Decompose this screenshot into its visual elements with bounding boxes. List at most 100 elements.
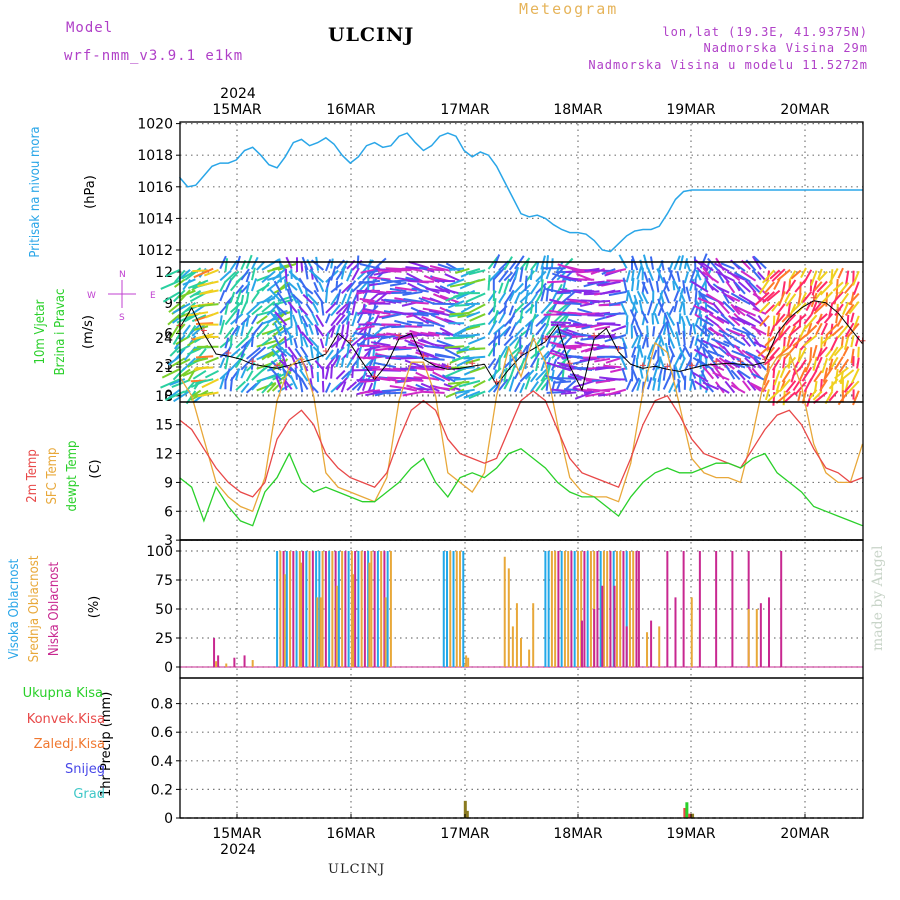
- wind-barb-630: [417, 333, 435, 337]
- wind-barb-545: [381, 323, 402, 326]
- wind-barb-1105: [631, 269, 635, 282]
- wind-barb-182: [250, 278, 258, 292]
- wind-barb-1237: [689, 268, 697, 284]
- wind-barb-389: [335, 314, 346, 326]
- wind-barb-1567: [818, 346, 828, 357]
- wind-barb-343: [308, 336, 319, 349]
- wind-barb-365: [324, 313, 331, 324]
- wind-barb-854: [529, 280, 541, 295]
- wind-barb-375: [330, 293, 340, 306]
- wind-barb-1375: [733, 337, 746, 347]
- wind-barb-237: [271, 358, 285, 372]
- wind-barb-569: [394, 319, 412, 326]
- precip-type-frz: Zaledj.Kisa: [33, 737, 105, 752]
- wind-gust-marker-8: [274, 362, 281, 369]
- wind-barb-1543: [812, 344, 818, 359]
- wind-barb-1087: [608, 346, 626, 350]
- wind-barb-1111: [631, 334, 640, 349]
- wind-barb-703: [444, 345, 465, 349]
- wind-barb-850: [524, 369, 535, 380]
- wind-barb-67: [195, 348, 207, 362]
- wind-barb-942: [544, 335, 566, 338]
- wind-barb-1170: [657, 322, 667, 338]
- wind-barb-680: [434, 353, 456, 360]
- wind-barb-1142: [641, 281, 649, 295]
- wind-barb-198: [255, 323, 270, 338]
- wind-barb-1147: [645, 337, 649, 348]
- wind-barb-1312: [706, 304, 720, 314]
- wind-barb-290: [287, 281, 298, 291]
- wind-barb-947: [546, 391, 566, 394]
- wind-barb-119: [219, 375, 226, 390]
- wind-barb-1544: [812, 356, 818, 371]
- wind-barb-1286: [690, 280, 709, 293]
- wind-barb-263: [275, 375, 283, 390]
- wind-barb-236: [271, 346, 284, 358]
- wind-barb-143: [229, 377, 234, 392]
- wind-barb-351: [313, 289, 325, 305]
- wind-barb-1185: [659, 357, 665, 368]
- wind-barb-846: [524, 321, 532, 338]
- wind-barb-180: [251, 256, 259, 270]
- wind-barb-191: [251, 379, 262, 391]
- wind-barb-1524: [802, 269, 813, 284]
- wind-barb-1642: [846, 380, 860, 395]
- wind-barb-1287: [697, 290, 709, 303]
- wind-barb-1285: [696, 266, 709, 281]
- wind-barb-1637: [846, 322, 860, 338]
- wind-barb-1616: [838, 358, 850, 374]
- wind-barb-1184: [659, 344, 665, 357]
- wind-barb-692: [444, 348, 461, 359]
- wind-barb-765: [487, 357, 497, 369]
- wind-barb-1446: [764, 335, 776, 347]
- wind-barb-1121: [629, 309, 639, 325]
- wind-barb-1208: [668, 345, 676, 358]
- wind-gust-marker-22: [444, 363, 451, 370]
- wind-barb-697: [446, 278, 465, 287]
- wind-barb-969: [556, 361, 577, 369]
- wind-barb-410: [346, 280, 357, 293]
- wind-barb-757: [487, 268, 502, 283]
- wind-barb-76: [185, 311, 209, 317]
- wind-barb-867: [535, 291, 543, 304]
- wind-barb-208: [261, 300, 276, 313]
- wind-barb-1339: [711, 337, 730, 348]
- wind-barb-563: [386, 391, 407, 395]
- wind-barb-1047: [592, 300, 611, 303]
- wind-barb-740: [465, 358, 481, 365]
- wind-barb-1308: [707, 257, 720, 272]
- wind-barb-1528: [803, 314, 813, 325]
- wind-barb-1500: [790, 269, 802, 280]
- wind-barb-696: [449, 267, 465, 271]
- wind-barb-554: [389, 287, 407, 293]
- wind-barb-869: [535, 312, 550, 328]
- wind-barb-873: [535, 357, 540, 372]
- temp-frame: [179, 401, 864, 541]
- temp-ytick-label-5: 18: [155, 389, 173, 405]
- wind-barb-970: [553, 377, 577, 380]
- wind-barb-29: [182, 324, 191, 336]
- wind-barb-296: [287, 346, 298, 360]
- wind-barb-1136: [638, 347, 644, 358]
- wind-barb-316: [298, 305, 309, 317]
- wind-barb-954: [555, 330, 572, 337]
- wind-barb-1594: [828, 378, 839, 390]
- wind-barb-598: [405, 376, 423, 381]
- wind-gust-marker-44: [713, 358, 720, 365]
- wind-barb-338: [313, 281, 320, 293]
- wind-barb-1088: [610, 355, 626, 359]
- wind-barb-1442: [762, 291, 775, 303]
- wind-barb-1205: [665, 311, 676, 326]
- wind-barb-1254: [692, 322, 697, 335]
- wind-barb-718: [447, 380, 470, 385]
- wind-barb-1091: [605, 388, 627, 397]
- wind-barb-428: [351, 347, 360, 360]
- wind-barb-370: [324, 366, 330, 380]
- wind-barb-260: [271, 348, 282, 360]
- wind-barb-269: [274, 311, 288, 326]
- wind-barb-655: [424, 344, 445, 350]
- wind-barb-266: [284, 279, 288, 291]
- wind-barb-1067: [593, 388, 616, 393]
- wind-barb-150: [235, 325, 241, 337]
- wind-barb-799: [503, 335, 514, 347]
